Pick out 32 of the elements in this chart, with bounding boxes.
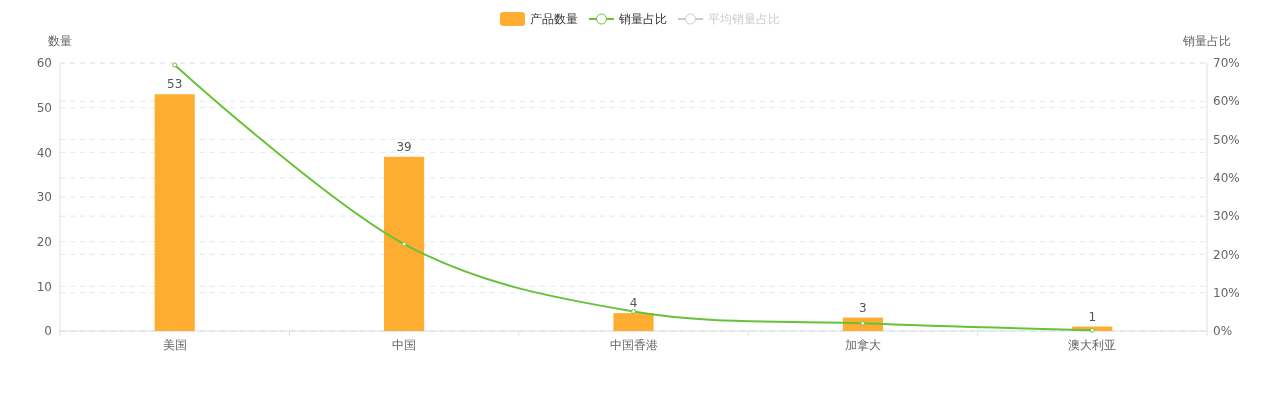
x-tick-label: 中国: [392, 338, 417, 353]
y2-tick-label: 50%: [1213, 132, 1240, 147]
x-tick-label: 中国香港: [609, 338, 658, 353]
y2-tick-label: 10%: [1213, 285, 1240, 300]
y-tick-label: 50: [36, 100, 52, 115]
bar: [613, 313, 654, 331]
x-tick-label: 美国: [162, 338, 187, 353]
y2-tick-label: 0%: [1213, 324, 1233, 339]
y2-tick-label: 20%: [1213, 247, 1240, 262]
data-label: 53: [167, 77, 183, 92]
data-label: 4: [629, 296, 638, 311]
y2-tick-label: 70%: [1213, 56, 1240, 71]
y-tick-label: 30: [36, 190, 52, 205]
y-tick-label: 60: [36, 56, 52, 71]
x-tick-label: 澳大利亚: [1068, 338, 1117, 353]
y-tick-label: 0: [44, 324, 52, 339]
y2-tick-label: 40%: [1213, 171, 1240, 186]
y-tick-label: 10: [36, 279, 52, 294]
data-label: 3: [859, 300, 867, 315]
y2-tick-label: 60%: [1213, 94, 1240, 109]
data-label: 1: [1088, 309, 1097, 324]
legend-label: 产品数量: [530, 12, 578, 27]
legend-label: 销量占比: [618, 12, 667, 27]
y2-tick-label: 30%: [1213, 209, 1240, 224]
bar: [154, 94, 195, 331]
x-tick-label: 加拿大: [844, 338, 881, 353]
y2-axis-title: 销量占比: [1182, 34, 1231, 49]
y-axis-title: 数量: [48, 34, 72, 49]
y-tick-label: 20: [36, 234, 52, 249]
y-tick-label: 40: [36, 145, 52, 160]
bar: [384, 156, 425, 331]
data-label: 39: [396, 139, 412, 154]
